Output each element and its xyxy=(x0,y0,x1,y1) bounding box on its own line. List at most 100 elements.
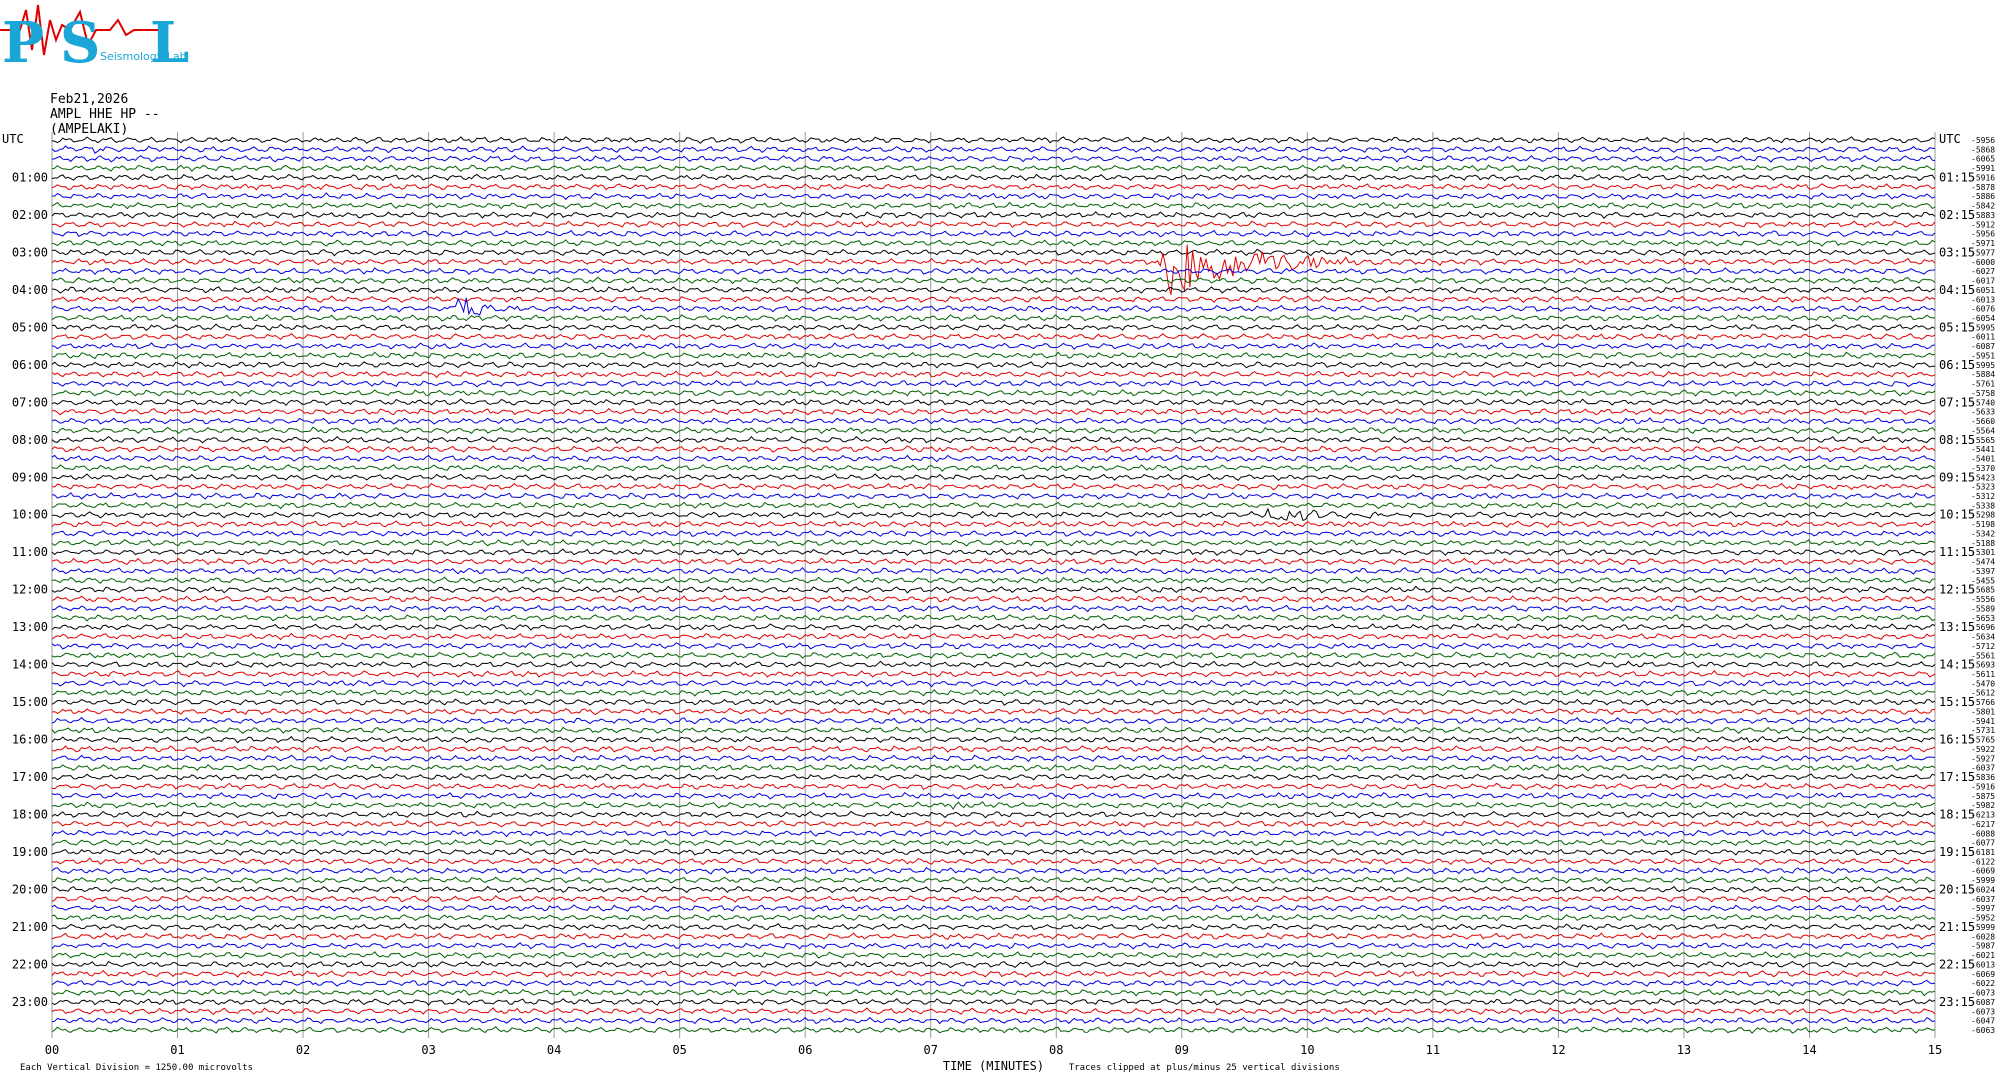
left-hour-label: 18:00 xyxy=(12,808,48,822)
trace-line xyxy=(51,276,1936,285)
right-hour-label: 06:15 xyxy=(1939,358,1975,372)
trace-offset-label: -5660 xyxy=(1971,417,1995,426)
trace-offset-label: -6087 xyxy=(1971,998,1995,1007)
trace-offset-label: -5886 xyxy=(1971,192,1995,201)
trace-offset-label: -5836 xyxy=(1971,773,1995,782)
trace-offset-label: -5941 xyxy=(1971,717,1995,726)
trace-offset-label: -5561 xyxy=(1971,651,1995,660)
trace-line xyxy=(51,370,1936,379)
trace-offset-label: -5765 xyxy=(1971,736,1995,745)
trace-line xyxy=(51,969,1936,978)
trace-line xyxy=(51,267,1936,276)
right-hour-label: 01:15 xyxy=(1939,170,1975,184)
left-hour-label: 07:00 xyxy=(12,395,48,409)
trace-offset-label: -6047 xyxy=(1971,1017,1995,1026)
left-hour-label: 12:00 xyxy=(12,583,48,597)
x-tick-label: 10 xyxy=(1300,1043,1314,1057)
trace-line xyxy=(51,791,1935,800)
x-tick-label: 11 xyxy=(1426,1043,1440,1057)
trace-line xyxy=(51,398,1936,407)
trace-line xyxy=(51,660,1936,669)
trace-line xyxy=(51,548,1936,557)
trace-line xyxy=(51,894,1936,903)
left-hour-label: 16:00 xyxy=(12,733,48,747)
trace-offset-label: -5474 xyxy=(1971,558,1995,567)
trace-line xyxy=(51,623,1936,632)
trace-offset-label: -5423 xyxy=(1971,473,1995,482)
trace-line xyxy=(51,913,1936,922)
right-hour-label: 16:15 xyxy=(1939,733,1975,747)
trace-offset-label: -5883 xyxy=(1971,211,1995,220)
right-hour-label: 08:15 xyxy=(1939,433,1975,447)
trace-line xyxy=(51,323,1936,332)
trace-line xyxy=(51,698,1936,706)
trace-line xyxy=(51,417,1936,425)
trace-offset-label: -6088 xyxy=(1971,829,1995,838)
x-tick-label: 09 xyxy=(1175,1043,1189,1057)
trace-line xyxy=(51,539,1936,547)
trace-line xyxy=(51,932,1936,941)
trace-offset-label: -5401 xyxy=(1971,455,1995,464)
trace-line xyxy=(51,361,1935,369)
trace-offset-label: -5342 xyxy=(1971,529,1995,538)
trace-offset-label: -5761 xyxy=(1971,380,1995,389)
trace-offset-label: -6087 xyxy=(1971,342,1995,351)
x-axis-label: TIME (MINUTES) xyxy=(943,1059,1044,1073)
trace-line xyxy=(51,389,1936,397)
trace-line xyxy=(51,164,1936,173)
header-station: AMPL HHE HP -- xyxy=(50,107,160,122)
psl-logo: P S L Seismology Lab xyxy=(0,4,189,70)
footnote-right: Traces clipped at plus/minus 25 vertical… xyxy=(1069,1063,1340,1073)
trace-line xyxy=(51,482,1936,491)
trace-offset-label: -5801 xyxy=(1971,707,1995,716)
trace-offset-label: -5611 xyxy=(1971,670,1995,679)
trace-line xyxy=(51,492,1936,500)
left-hour-label: 15:00 xyxy=(12,695,48,709)
trace-offset-label: -5653 xyxy=(1971,614,1995,623)
left-hour-label: 19:00 xyxy=(12,845,48,859)
trace-offset-label: -5338 xyxy=(1971,501,1995,510)
trace-offset-label: -5878 xyxy=(1971,183,1995,192)
trace-offset-label: -5997 xyxy=(1971,904,1995,913)
left-axis-label: UTC xyxy=(2,132,24,146)
trace-offset-label: -6076 xyxy=(1971,305,1995,314)
left-hour-label: 09:00 xyxy=(12,470,48,484)
right-hour-label: 10:15 xyxy=(1939,508,1975,522)
trace-line xyxy=(51,632,1936,641)
trace-offset-label: -5712 xyxy=(1971,642,1995,651)
trace-line xyxy=(51,960,1936,969)
trace-line xyxy=(51,782,1936,791)
trace-line xyxy=(51,286,1936,294)
trace-offset-label: -5198 xyxy=(1971,520,1995,529)
trace-offset-label: -6022 xyxy=(1971,979,1995,988)
trace-offset-label: -5982 xyxy=(1971,801,1995,810)
trace-offset-label: -5951 xyxy=(1971,351,1995,360)
left-hour-label: 13:00 xyxy=(12,620,48,634)
trace-line xyxy=(51,520,1936,528)
trace-offset-label: -5995 xyxy=(1971,361,1995,370)
trace-offset-label: -6213 xyxy=(1971,811,1995,820)
trace-line xyxy=(52,192,1936,201)
right-hour-label: 22:15 xyxy=(1939,957,1975,971)
trace-offset-label: -5397 xyxy=(1971,567,1995,576)
trace-line xyxy=(51,773,1936,781)
trace-offset-label: -6122 xyxy=(1971,857,1995,866)
x-tick-label: 13 xyxy=(1677,1043,1691,1057)
trace-line xyxy=(51,314,1935,322)
logo-seismic-line xyxy=(0,4,160,56)
trace-offset-label: -5740 xyxy=(1971,398,1995,407)
trace-offset-label: -6011 xyxy=(1971,333,1995,342)
right-hour-label: 15:15 xyxy=(1939,695,1975,709)
trace-offset-label: -5693 xyxy=(1971,661,1995,670)
trace-offset-label: -6181 xyxy=(1971,848,1995,857)
x-tick-label: 14 xyxy=(1802,1043,1816,1057)
right-hour-label: 18:15 xyxy=(1939,808,1975,822)
trace-offset-label: -5927 xyxy=(1971,754,1995,763)
trace-line xyxy=(51,595,1936,603)
trace-line xyxy=(51,922,1936,931)
left-hour-label: 21:00 xyxy=(12,920,48,934)
trace-line xyxy=(51,998,1936,1006)
trace-line xyxy=(51,136,1936,144)
trace-line xyxy=(51,248,1936,257)
logo-letter-p: P xyxy=(2,10,44,70)
